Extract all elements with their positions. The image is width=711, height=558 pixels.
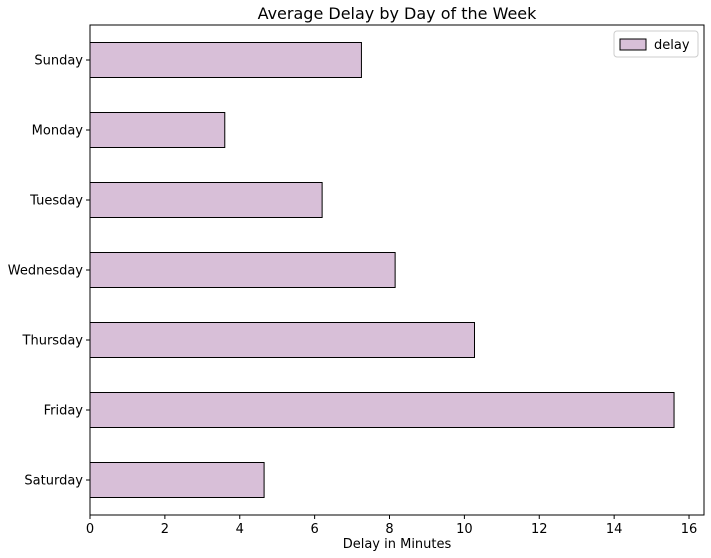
legend-label-delay: delay (654, 38, 690, 53)
bar-saturday (89, 462, 265, 498)
x-tick-label-6: 6 (310, 522, 318, 537)
y-tick-label-monday: Monday (32, 124, 84, 139)
y-tick-label-friday: Friday (44, 404, 84, 419)
bar-sunday (89, 42, 362, 78)
y-tick-label-saturday: Saturday (24, 474, 83, 489)
x-tick-label-14: 14 (606, 522, 623, 537)
plot-frame (89, 24, 705, 516)
x-tick-label-0: 0 (86, 522, 94, 537)
legend-swatch-delay (619, 38, 647, 51)
bar-thursday (89, 322, 475, 358)
x-axis-label: Delay in Minutes (343, 537, 452, 552)
y-tick-label-sunday: Sunday (34, 54, 83, 69)
x-tick-label-12: 12 (531, 522, 548, 537)
x-tick-label-16: 16 (681, 522, 698, 537)
bar-tuesday (89, 182, 323, 218)
bar-wednesday (89, 252, 396, 288)
x-tick-label-8: 8 (385, 522, 393, 537)
y-tick-label-wednesday: Wednesday (8, 264, 84, 279)
x-tick-label-10: 10 (456, 522, 473, 537)
x-tick-label-4: 4 (236, 522, 244, 537)
bar-monday (89, 112, 226, 148)
y-tick-label-tuesday: Tuesday (29, 194, 83, 209)
bar-friday (89, 392, 675, 428)
x-tick-label-2: 2 (161, 522, 169, 537)
y-tick-label-thursday: Thursday (22, 334, 84, 349)
chart-title: Average Delay by Day of the Week (258, 4, 538, 23)
